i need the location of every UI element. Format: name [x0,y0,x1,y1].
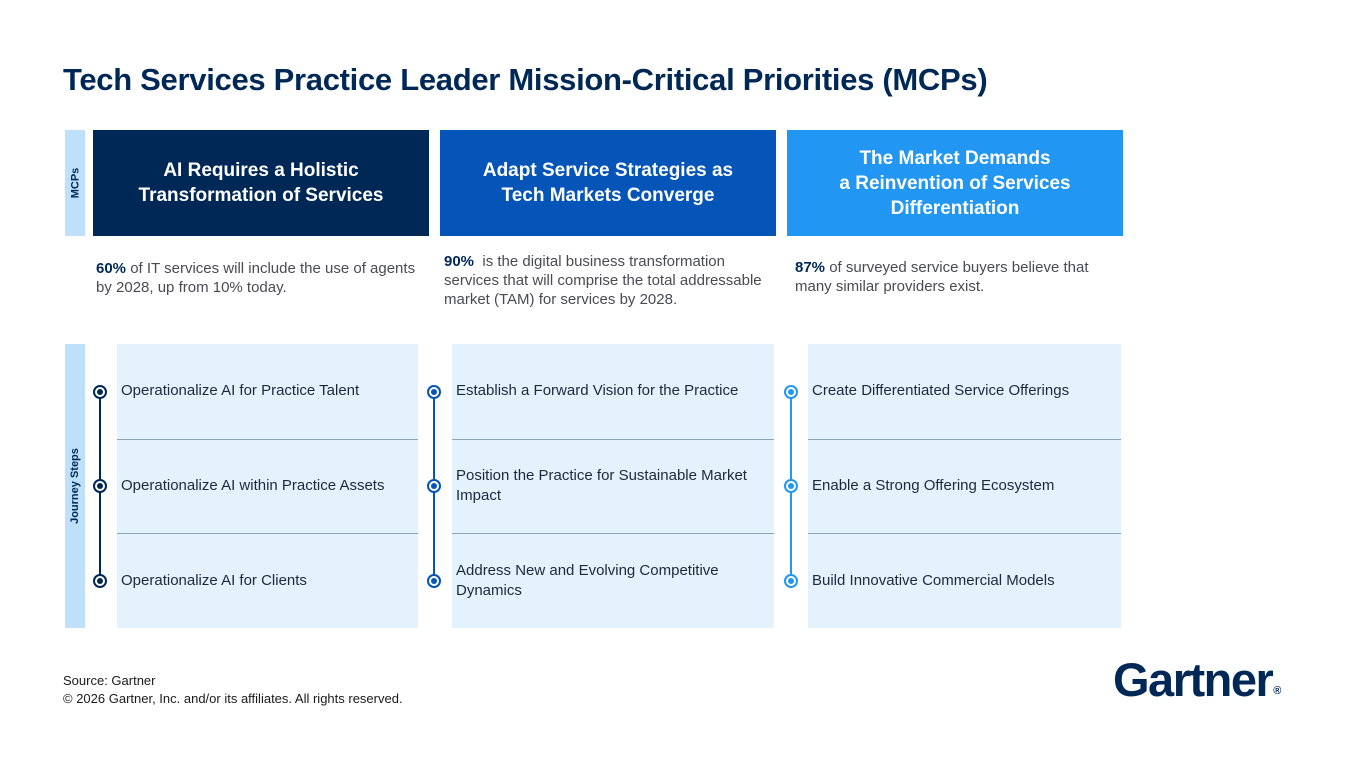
mcp-stat-1-value: 60% [96,260,127,277]
gartner-logo: Gartner® [1113,652,1282,707]
logo-text: Gartner [1113,653,1274,706]
mcp-header-3-line-2: a Reinvention of Services [839,172,1071,194]
timeline-dot-icon [93,385,107,399]
mcp-stat-3: 87% of surveyed service buyers believe t… [795,258,1125,296]
source-text: Source: Gartner [63,673,156,688]
journey-step: Establish a Forward Vision for the Pract… [456,382,739,400]
mcp-header-1-line-1: AI Requires a Holistic [163,160,359,181]
journey-step: Build Innovative Commercial Models [808,533,1121,628]
mcp-header-2-line-1: Adapt Service Strategies as [482,160,734,181]
mcps-side-label-text: MCPs [69,167,81,199]
journey-step: Address New and Evolving Competitive Dyn… [452,533,774,628]
journey-step: Create Differentiated Service Offerings [812,382,1070,400]
mcp-header-2: Adapt Service Strategies as Tech Markets… [440,130,776,236]
mcp-header-1: AI Requires a Holistic Transformation of… [93,130,429,236]
journey-step: Position the Practice for Sustainable Ma… [452,438,774,534]
mcp-stat-2-text: is the digital business transformation s… [444,253,766,308]
timeline-2 [427,385,441,588]
journey-steps-side-label-text: Journey Steps [69,448,81,524]
timeline-dot-icon [784,479,798,493]
journey-steps-3: Create Differentiated Service Offerings … [808,344,1121,628]
mcp-header-2-line-2: Tech Markets Converge [501,185,715,206]
timeline-dot-icon [427,574,441,588]
timeline-dot-icon [93,574,107,588]
mcp-stat-1-text: of IT services will include the use of a… [96,260,416,296]
journey-step: Operationalize AI for Clients [117,533,418,628]
footer-source: Source: Gartner © 2026 Gartner, Inc. and… [63,672,403,708]
mcps-side-label: MCPs [65,130,85,236]
timeline-dot-icon [427,385,441,399]
mcp-header-1-line-2: Transformation of Services [138,185,384,206]
mcp-stat-1: 60% of IT services will include the use … [96,259,426,297]
mcp-header-3-line-3: Differentiation [890,197,1020,219]
mcp-stat-2-value: 90% [444,253,475,270]
timeline-dot-icon [427,479,441,493]
timeline-dot-icon [784,385,798,399]
mcp-stat-3-text: of surveyed service buyers believe that … [795,259,1089,295]
journey-step: Operationalize AI for Practice Talent [121,382,360,400]
mcp-header-3: The Market Demands a Reinvention of Serv… [787,130,1123,236]
timeline-3 [784,385,798,588]
mcp-stat-3-value: 87% [795,259,826,276]
mcp-stat-2: 90% is the digital business transformati… [444,252,774,309]
journey-steps-2: Establish a Forward Vision for the Pract… [452,344,774,628]
timeline-dot-icon [93,479,107,493]
registered-mark-icon: ® [1273,685,1282,697]
journey-steps-1: Operationalize AI for Practice Talent Op… [117,344,418,628]
journey-step: Enable a Strong Offering Ecosystem [808,438,1121,534]
journey-step: Operationalize AI within Practice Assets [117,438,418,534]
timeline-dot-icon [784,574,798,588]
journey-steps-side-label: Journey Steps [65,344,85,628]
page-title: Tech Services Practice Leader Mission-Cr… [63,62,988,97]
copyright-text: © 2026 Gartner, Inc. and/or its affiliat… [63,691,403,706]
timeline-1 [93,385,107,588]
mcp-header-3-line-1: The Market Demands [859,147,1051,169]
